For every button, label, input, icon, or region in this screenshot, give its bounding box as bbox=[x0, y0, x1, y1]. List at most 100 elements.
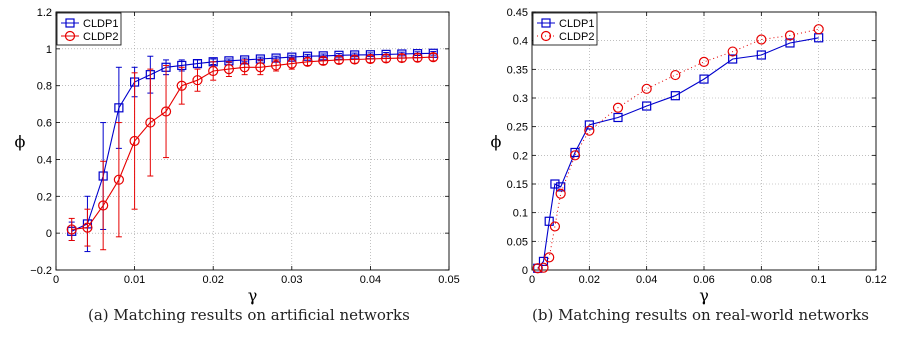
y-tick-label: 0.3 bbox=[513, 93, 528, 105]
data-point bbox=[239, 62, 250, 73]
data-point bbox=[160, 106, 172, 117]
caption-a: (a) Matching results on artificial netwo… bbox=[88, 306, 410, 324]
legend-label: CLDP2 bbox=[559, 31, 594, 43]
data-point bbox=[66, 224, 77, 235]
data-point bbox=[396, 52, 407, 64]
x-tick-label: 0.05 bbox=[438, 274, 459, 286]
data-point bbox=[613, 112, 623, 123]
data-point bbox=[544, 216, 554, 226]
x-tick-label: 0.1 bbox=[811, 274, 826, 286]
data-point bbox=[365, 53, 376, 65]
legend-label: CLDP2 bbox=[83, 31, 118, 43]
data-point bbox=[270, 60, 282, 71]
data-point bbox=[192, 58, 203, 69]
data-point bbox=[728, 54, 738, 64]
data-point bbox=[428, 52, 439, 63]
x-tick-label: 0.12 bbox=[865, 274, 886, 286]
data-point bbox=[98, 200, 109, 211]
series-line bbox=[71, 56, 434, 231]
data-point bbox=[612, 102, 624, 113]
data-point bbox=[785, 38, 795, 48]
legend-label: CLDP1 bbox=[559, 18, 594, 30]
chart-b: 0 0.02 0.04 0.06 0.08 0.1 0.12 0 0.05 0.1 0.15 0.2 0… bbox=[491, 7, 887, 305]
y-tick-label: 0.1 bbox=[513, 208, 528, 220]
data-point bbox=[114, 103, 124, 113]
data-point bbox=[670, 91, 680, 101]
data-point bbox=[584, 120, 594, 130]
series-line bbox=[537, 28, 819, 269]
plot-frame bbox=[55, 11, 450, 271]
data-point bbox=[569, 150, 581, 161]
y-tick-label: 0.35 bbox=[507, 64, 528, 76]
data-point bbox=[641, 83, 652, 94]
data-point bbox=[412, 52, 423, 63]
data-point bbox=[555, 188, 566, 199]
x-tick-label: 0.06 bbox=[693, 274, 714, 286]
data-point bbox=[699, 74, 709, 84]
plot-frame bbox=[531, 11, 877, 271]
data-point bbox=[538, 262, 549, 273]
x-tick-label: 0.03 bbox=[281, 274, 302, 286]
data-point bbox=[192, 75, 203, 86]
data-point bbox=[556, 182, 566, 192]
data-point bbox=[176, 80, 187, 91]
figure: 0 0.01 0.02 0.03 0.04 0.05 −0.2 0 0.2 0.4 0.6 0.8 1 1… bbox=[15, 7, 887, 305]
data-point bbox=[255, 62, 266, 73]
data-point bbox=[584, 125, 595, 136]
data-point bbox=[756, 34, 767, 45]
data-point bbox=[223, 64, 235, 75]
data-point bbox=[302, 56, 313, 67]
data-point bbox=[784, 30, 796, 41]
legend-marker bbox=[540, 30, 552, 42]
data-point bbox=[544, 252, 555, 263]
data-point bbox=[670, 69, 681, 81]
data-point bbox=[208, 65, 219, 77]
y-tick-label: 0.6 bbox=[37, 118, 52, 130]
y-tick-label: 0.05 bbox=[507, 236, 528, 248]
y-axis-label: ϕ bbox=[15, 132, 26, 151]
data-point bbox=[318, 55, 329, 66]
x-tick-label: 0.02 bbox=[579, 274, 600, 286]
legend-marker bbox=[541, 18, 551, 28]
data-point bbox=[549, 221, 561, 232]
x-tick-label: 0.04 bbox=[360, 274, 381, 286]
y-tick-label: −0.2 bbox=[30, 265, 52, 277]
y-tick-label: 0 bbox=[46, 228, 52, 240]
x-tick-label: 0 bbox=[529, 274, 535, 286]
y-tick-label: 0.8 bbox=[37, 81, 52, 93]
data-point bbox=[333, 54, 345, 66]
data-point bbox=[813, 24, 824, 35]
y-tick-label: 0.45 bbox=[507, 7, 528, 19]
x-axis-label: γ bbox=[699, 286, 709, 305]
data-point bbox=[113, 174, 124, 185]
y-tick-label: 0.4 bbox=[513, 36, 528, 48]
data-point bbox=[381, 53, 392, 64]
data-point bbox=[532, 263, 543, 274]
series-cldp2 bbox=[532, 24, 824, 274]
series-line bbox=[537, 37, 819, 269]
y-tick-label: 1 bbox=[46, 44, 52, 56]
data-point bbox=[129, 135, 140, 147]
data-point bbox=[756, 50, 766, 60]
x-tick-label: 0.01 bbox=[124, 274, 145, 286]
y-tick-label: 0.15 bbox=[507, 179, 528, 191]
caption-b: (b) Matching results on real-world netwo… bbox=[532, 306, 869, 324]
x-tick-label: 0.02 bbox=[202, 274, 223, 286]
legend-label: CLDP1 bbox=[83, 18, 118, 30]
y-tick-label: 0.2 bbox=[37, 191, 52, 203]
y-tick-label: 0.25 bbox=[507, 122, 528, 134]
y-tick-label: 0.2 bbox=[513, 150, 528, 162]
x-tick-label: 0.04 bbox=[636, 274, 657, 286]
chart-a: 0 0.01 0.02 0.03 0.04 0.05−0.200.20.40.60.811… bbox=[15, 7, 460, 305]
x-axis-label: γ bbox=[248, 286, 258, 305]
y-tick-label: 0.4 bbox=[37, 154, 52, 166]
legend-marker bbox=[65, 18, 75, 28]
data-point bbox=[550, 179, 560, 189]
data-point bbox=[642, 101, 652, 111]
y-tick-label: 0 bbox=[522, 265, 528, 277]
x-tick-label: 0.08 bbox=[751, 274, 772, 286]
y-tick-label: 1.2 bbox=[37, 7, 52, 19]
data-point bbox=[349, 54, 360, 65]
